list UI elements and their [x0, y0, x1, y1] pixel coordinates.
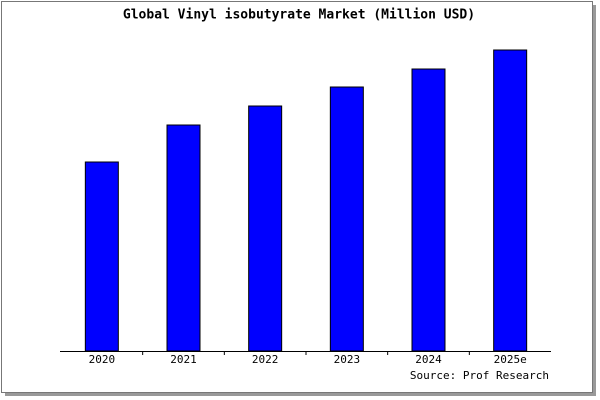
bar: [248, 105, 283, 352]
x-tick-label: 2021: [170, 353, 197, 366]
x-tick-label: 2020: [89, 353, 116, 366]
x-tick-label: 2022: [252, 353, 279, 366]
source-note: Source: Prof Research: [410, 369, 549, 382]
chart-title: Global Vinyl isobutyrate Market (Million…: [123, 8, 475, 23]
bar: [329, 86, 364, 352]
bar: [84, 161, 119, 352]
x-tick-label: 2025e: [494, 353, 527, 366]
x-tick-label: 2023: [334, 353, 361, 366]
bar: [166, 124, 201, 352]
bar: [411, 68, 446, 352]
bar: [493, 49, 528, 352]
x-tick-label: 2024: [415, 353, 442, 366]
